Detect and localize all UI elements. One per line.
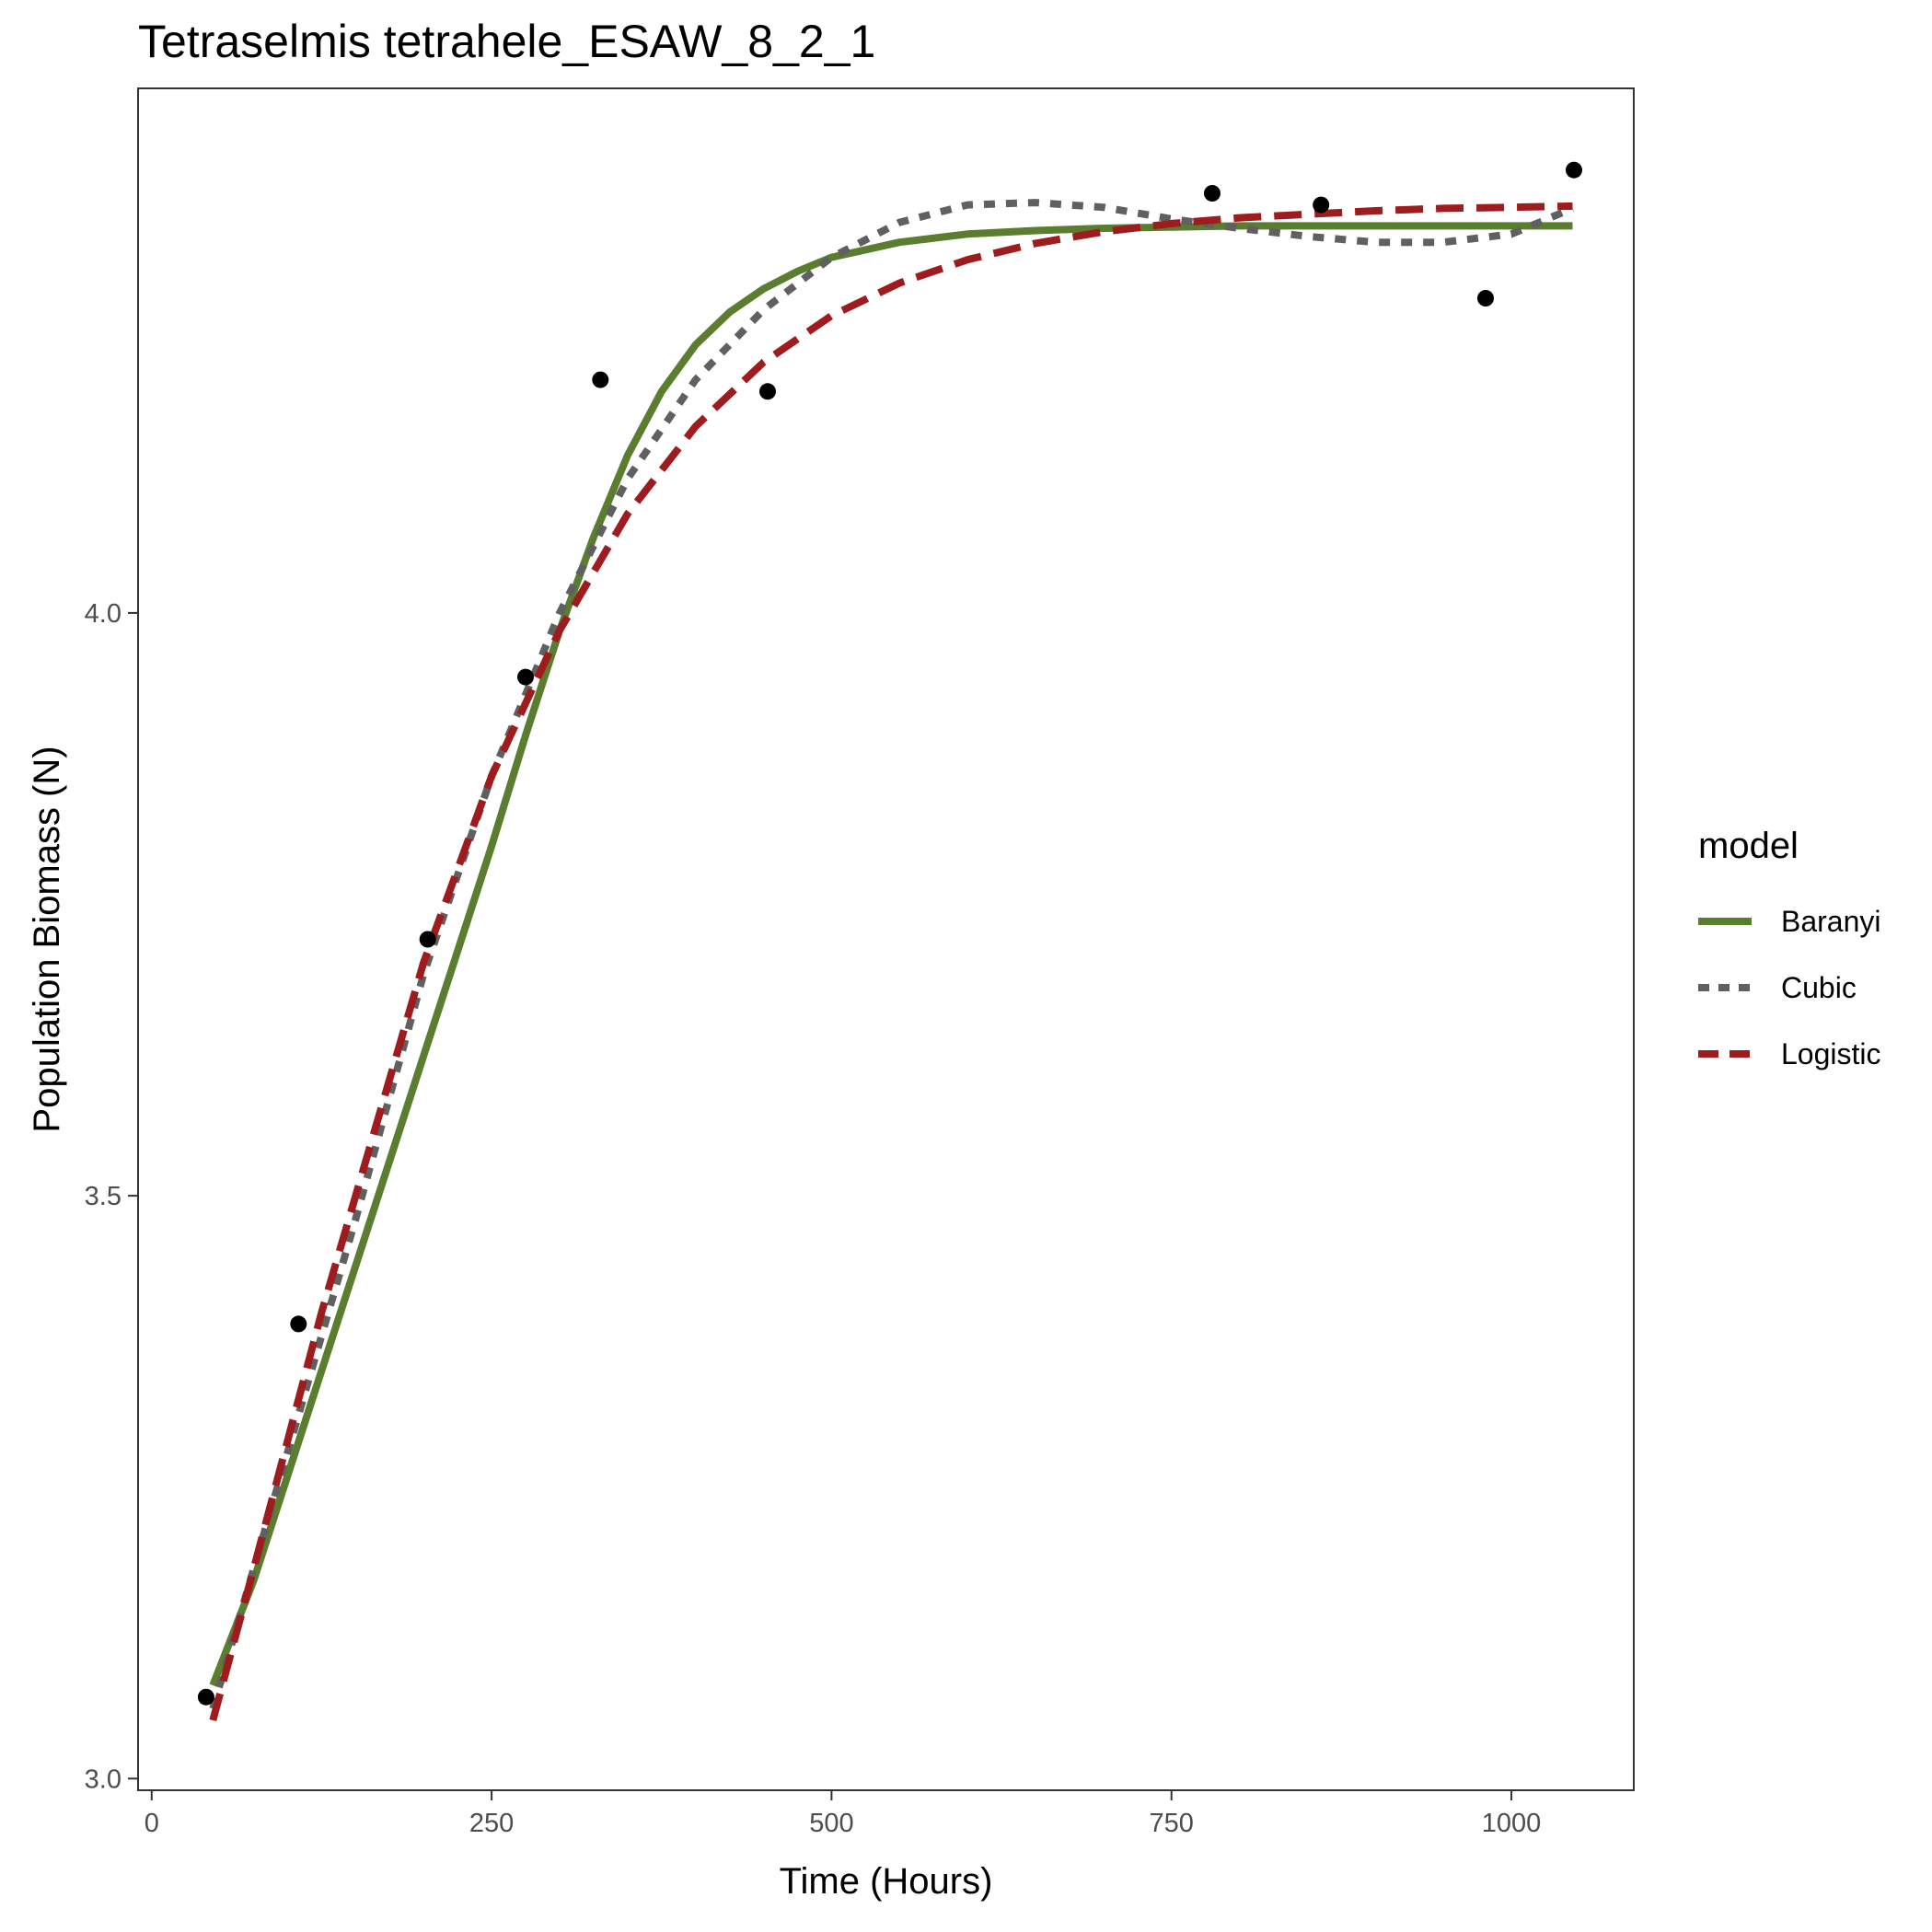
data-point bbox=[592, 371, 609, 388]
x-tick-label: 250 bbox=[469, 1809, 514, 1838]
series-line-baranyi bbox=[209, 222, 1573, 1687]
data-point bbox=[1566, 161, 1582, 179]
points-layer bbox=[197, 161, 1582, 1706]
data-point bbox=[1313, 196, 1330, 214]
y-axis-title: Population Biomass (N) bbox=[27, 746, 67, 1132]
data-point bbox=[517, 668, 534, 686]
y-tick-label: 3.5 bbox=[85, 1182, 121, 1211]
data-point bbox=[1204, 185, 1221, 202]
x-axis-title: Time (Hours) bbox=[780, 1861, 993, 1902]
series-line-cubic bbox=[209, 199, 1575, 1710]
x-tick-label: 750 bbox=[1150, 1809, 1194, 1838]
series-layer bbox=[209, 199, 1575, 1722]
chart-title: Tetraselmis tetrahele_ESAW_8_2_1 bbox=[138, 16, 875, 67]
legend-items: Baranyi Cubic Logistic bbox=[1698, 905, 1881, 1070]
legend: model Baranyi Cubic Logistic bbox=[1698, 826, 1881, 1070]
data-point bbox=[419, 931, 436, 948]
data-point bbox=[759, 383, 776, 400]
legend-label-cubic: Cubic bbox=[1781, 971, 1857, 1004]
x-tick-label: 0 bbox=[145, 1809, 159, 1838]
x-tick-label: 1000 bbox=[1482, 1809, 1542, 1838]
legend-label-logistic: Logistic bbox=[1781, 1037, 1881, 1070]
x-axis: 0 250 500 750 1000 bbox=[145, 1790, 1542, 1838]
plot-panel-border bbox=[137, 87, 1635, 1791]
data-point bbox=[290, 1315, 307, 1333]
legend-title: model bbox=[1698, 826, 1799, 866]
data-point bbox=[1477, 290, 1494, 307]
data-point bbox=[197, 1688, 214, 1706]
y-axis: 3.0 3.5 4.0 bbox=[85, 599, 138, 1794]
series-line-logistic bbox=[209, 202, 1573, 1722]
legend-label-baranyi: Baranyi bbox=[1781, 905, 1881, 938]
x-tick-label: 500 bbox=[809, 1809, 853, 1838]
y-tick-label: 3.0 bbox=[85, 1764, 121, 1794]
y-tick-label: 4.0 bbox=[85, 599, 121, 629]
